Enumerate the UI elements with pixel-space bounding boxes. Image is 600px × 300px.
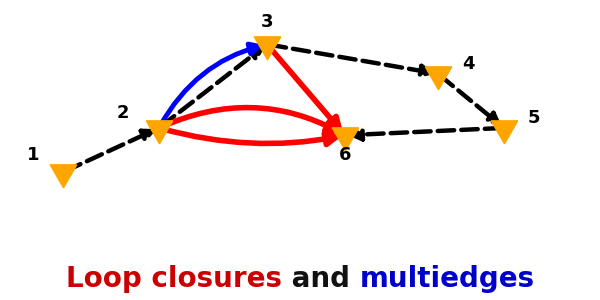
Text: Loop closures: Loop closures [65, 265, 281, 293]
Text: 5: 5 [528, 109, 540, 127]
Text: 4: 4 [462, 55, 474, 73]
Text: 2: 2 [117, 104, 129, 122]
Text: 3: 3 [261, 13, 273, 31]
Text: multiedges: multiedges [359, 265, 535, 293]
Text: 6: 6 [339, 146, 351, 164]
Text: 1: 1 [27, 146, 39, 164]
Text: and: and [281, 265, 359, 293]
